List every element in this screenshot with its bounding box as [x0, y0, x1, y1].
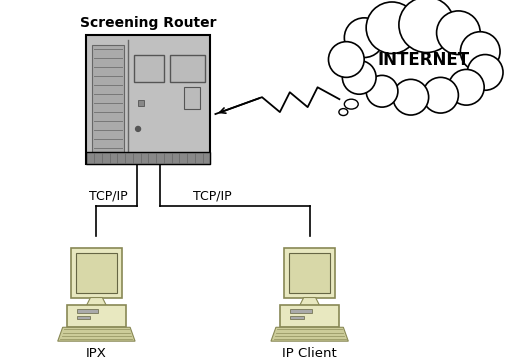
Circle shape — [423, 77, 458, 113]
Circle shape — [460, 32, 500, 72]
Circle shape — [467, 54, 503, 90]
Text: IPX: IPX — [86, 347, 107, 360]
FancyBboxPatch shape — [170, 54, 204, 82]
FancyBboxPatch shape — [284, 248, 336, 298]
FancyBboxPatch shape — [75, 253, 117, 293]
Text: TCP/IP: TCP/IP — [90, 190, 128, 203]
Circle shape — [436, 11, 480, 54]
FancyBboxPatch shape — [280, 305, 339, 327]
Polygon shape — [87, 298, 106, 305]
Circle shape — [423, 77, 458, 113]
Circle shape — [344, 18, 384, 57]
FancyBboxPatch shape — [92, 45, 124, 152]
Circle shape — [366, 2, 418, 54]
FancyBboxPatch shape — [184, 87, 200, 109]
FancyBboxPatch shape — [71, 248, 122, 298]
Text: TCP/IP: TCP/IP — [193, 190, 232, 203]
Circle shape — [342, 61, 376, 94]
Text: INTERNET: INTERNET — [378, 50, 470, 69]
Ellipse shape — [344, 99, 358, 109]
Circle shape — [366, 2, 418, 54]
FancyBboxPatch shape — [87, 152, 210, 164]
Circle shape — [449, 69, 484, 105]
FancyBboxPatch shape — [76, 316, 90, 319]
FancyBboxPatch shape — [289, 253, 330, 293]
FancyBboxPatch shape — [67, 305, 126, 327]
Circle shape — [467, 54, 503, 90]
Circle shape — [329, 42, 364, 77]
Circle shape — [366, 76, 398, 107]
Ellipse shape — [339, 109, 348, 115]
Text: Screening Router: Screening Router — [80, 16, 217, 30]
Polygon shape — [299, 298, 320, 305]
Circle shape — [460, 32, 500, 72]
FancyBboxPatch shape — [134, 54, 164, 82]
Circle shape — [342, 61, 376, 94]
Circle shape — [399, 0, 455, 53]
Polygon shape — [58, 327, 135, 341]
FancyBboxPatch shape — [87, 35, 210, 164]
Polygon shape — [271, 327, 348, 341]
FancyBboxPatch shape — [76, 309, 98, 313]
Circle shape — [135, 126, 141, 131]
Circle shape — [449, 69, 484, 105]
FancyBboxPatch shape — [290, 309, 312, 313]
Text: IP Client: IP Client — [282, 347, 337, 360]
Circle shape — [393, 79, 429, 115]
FancyBboxPatch shape — [138, 100, 144, 106]
Circle shape — [399, 0, 455, 53]
Circle shape — [329, 42, 364, 77]
Circle shape — [344, 18, 384, 57]
FancyBboxPatch shape — [290, 316, 304, 319]
Circle shape — [366, 76, 398, 107]
Circle shape — [393, 79, 429, 115]
Circle shape — [436, 11, 480, 54]
